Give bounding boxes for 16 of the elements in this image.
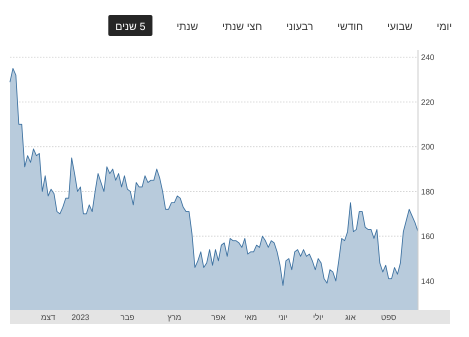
y-tick-label: 200 — [421, 142, 435, 152]
y-tick-label: 140 — [421, 276, 435, 286]
y-tick-label: 240 — [421, 53, 435, 62]
x-tick-label: מרץ — [167, 313, 182, 322]
y-tick-label: 180 — [421, 187, 435, 196]
x-tick-label: דצמ — [41, 313, 56, 322]
x-tick-label: אפר — [211, 313, 226, 322]
x-tick-label: פבר — [120, 313, 134, 322]
x-tick-label: מאי — [244, 313, 257, 322]
x-tick-label: יוני — [278, 313, 288, 322]
y-tick-label: 220 — [421, 98, 435, 107]
y-tick-label: 160 — [421, 232, 435, 242]
x-tick-label: יולי — [312, 313, 324, 322]
x-tick-label: אוג — [345, 313, 356, 322]
x-tick-label: 2023 — [72, 313, 90, 322]
x-tick-label: ספט — [381, 313, 396, 322]
